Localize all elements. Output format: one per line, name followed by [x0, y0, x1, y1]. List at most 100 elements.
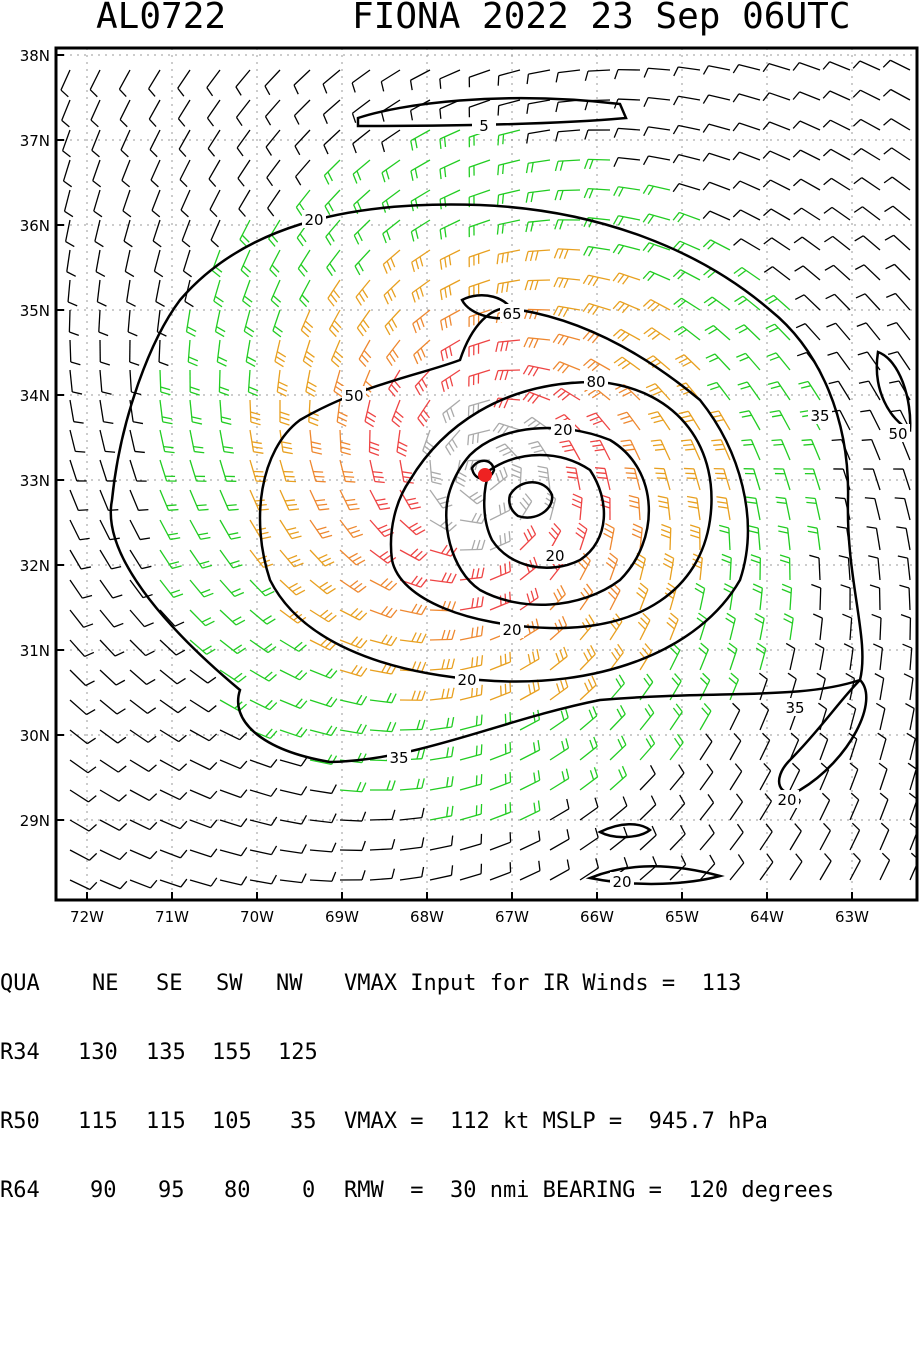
wind-barb	[490, 772, 511, 790]
wind-barb	[70, 490, 88, 510]
wind-barb	[190, 550, 212, 568]
wind-barb	[850, 763, 858, 790]
r50-se: 115	[146, 1110, 186, 1133]
wind-barb	[355, 250, 370, 275]
wind-barb	[250, 400, 261, 425]
wind-barb	[352, 100, 370, 123]
wind-barb	[130, 490, 148, 510]
wind-barb	[400, 520, 425, 535]
r50-label: R50	[0, 1110, 40, 1133]
wind-barb	[160, 400, 173, 424]
wind-barb	[180, 160, 190, 187]
wind-barb	[130, 640, 154, 656]
wind-barb	[250, 700, 277, 710]
wind-barb	[280, 844, 306, 853]
wind-barb	[329, 310, 341, 337]
wind-barb	[400, 549, 427, 561]
wind-barb	[119, 70, 130, 97]
wind-barb	[495, 370, 520, 380]
wind-barb	[550, 859, 569, 880]
wind-barb	[523, 392, 550, 403]
wind-barb	[824, 178, 850, 190]
wind-barb	[382, 130, 400, 152]
wind-barb	[280, 670, 307, 680]
wind-barb	[884, 119, 910, 130]
wind-barb	[527, 130, 550, 143]
wind-barb	[555, 160, 580, 171]
wind-barb	[271, 280, 280, 307]
wind-barb	[760, 854, 773, 880]
wind-barb	[651, 440, 670, 460]
wind-barb	[460, 596, 483, 610]
wind-barb	[220, 520, 241, 539]
wind-barb	[520, 800, 540, 820]
wind-barb	[585, 70, 610, 81]
wind-barb	[770, 411, 790, 430]
wind-barb	[643, 214, 670, 224]
r64-ne: 90	[90, 1179, 117, 1202]
wind-barb	[277, 370, 287, 396]
wind-barb	[853, 119, 880, 130]
wind-barb	[823, 62, 850, 70]
wind-barb	[793, 121, 820, 130]
wind-barb	[310, 610, 336, 622]
wind-barb	[100, 700, 125, 714]
wind-barb	[430, 630, 455, 640]
wind-barb	[895, 498, 910, 520]
wind-barb	[520, 740, 540, 760]
wind-barb	[550, 585, 565, 610]
wind-barb	[613, 301, 640, 312]
wind-barb	[490, 742, 511, 760]
wind-barb	[280, 550, 303, 567]
wind-barb	[733, 181, 760, 190]
wind-barb	[280, 758, 307, 766]
wind-barb	[590, 440, 610, 460]
wind-barb	[381, 70, 400, 91]
wind-barb	[550, 829, 569, 850]
contour-label: 35	[785, 699, 804, 717]
wind-barb	[236, 100, 250, 126]
wind-barb	[901, 615, 910, 640]
wind-barb	[703, 124, 730, 132]
wind-barb	[553, 362, 580, 373]
wind-barb	[353, 160, 370, 183]
wind-barb	[811, 585, 820, 610]
wind-barb	[893, 469, 910, 490]
lat-label: 37N	[20, 132, 50, 150]
wind-barb	[220, 760, 247, 769]
wind-barb	[370, 781, 395, 790]
wind-barb	[867, 527, 880, 550]
wind-barb	[310, 843, 336, 852]
wind-barb	[94, 190, 102, 217]
wind-barb	[730, 733, 741, 760]
wind-barb	[100, 370, 112, 394]
wind-barb	[595, 468, 610, 490]
wind-barb	[760, 763, 771, 790]
wind-barb	[498, 130, 520, 145]
wind-barb	[130, 670, 155, 684]
wind-barb	[239, 190, 250, 216]
wind-barb	[643, 271, 670, 280]
wind-barb	[614, 128, 640, 137]
wind-barb	[400, 632, 426, 642]
wind-barb	[776, 497, 790, 520]
wind-barb	[160, 550, 182, 568]
wind-barb	[663, 554, 673, 580]
wind-barb	[705, 326, 730, 340]
wind-barb	[70, 640, 94, 656]
wind-barb	[323, 100, 340, 124]
wind-contours	[111, 98, 910, 884]
lon-label: 70W	[240, 908, 274, 926]
wind-barb	[70, 610, 93, 627]
wind-barb	[294, 70, 310, 94]
wind-barb	[220, 460, 236, 481]
wind-barb	[295, 130, 310, 155]
wind-barb	[883, 89, 910, 100]
wind-barb	[580, 798, 598, 820]
wind-barb	[130, 700, 156, 713]
wind-barb	[70, 760, 96, 773]
wind-barb	[730, 794, 742, 820]
wind-barb	[265, 70, 280, 95]
wind-barb	[850, 853, 860, 880]
wind-barb	[828, 352, 850, 370]
